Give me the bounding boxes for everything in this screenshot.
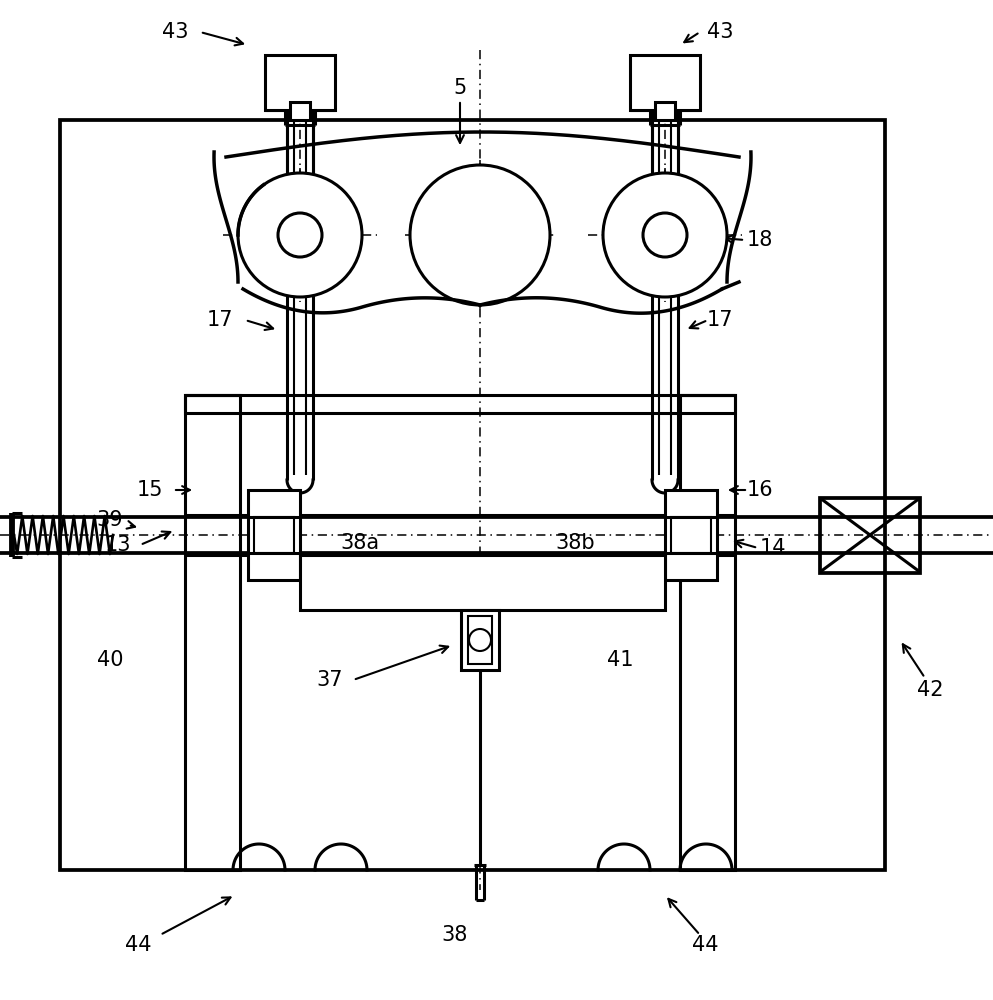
- Bar: [630, 55, 700, 110]
- Circle shape: [603, 173, 727, 297]
- Text: 5: 5: [454, 78, 467, 98]
- Text: 14: 14: [760, 538, 786, 558]
- Text: 16: 16: [747, 480, 774, 500]
- Text: 43: 43: [162, 22, 189, 42]
- Text: 43: 43: [707, 22, 733, 42]
- Bar: [680, 395, 735, 870]
- Bar: [290, 102, 310, 120]
- Circle shape: [410, 165, 550, 305]
- Bar: [185, 395, 735, 413]
- Bar: [671, 517, 711, 553]
- Text: 42: 42: [917, 680, 943, 700]
- Circle shape: [278, 213, 322, 257]
- Text: 44: 44: [125, 935, 151, 955]
- Bar: [655, 102, 675, 120]
- Circle shape: [643, 213, 687, 257]
- Bar: [185, 395, 240, 870]
- Bar: [665, 490, 717, 580]
- Text: 41: 41: [607, 650, 634, 670]
- Circle shape: [238, 173, 362, 297]
- Bar: [468, 616, 492, 664]
- Text: 37: 37: [317, 670, 344, 690]
- Text: 18: 18: [747, 230, 774, 250]
- Text: 17: 17: [707, 310, 733, 330]
- Text: 38: 38: [442, 925, 468, 945]
- Text: 15: 15: [137, 480, 163, 500]
- Bar: [461, 610, 499, 670]
- Bar: [820, 498, 920, 573]
- Text: 40: 40: [96, 650, 123, 670]
- Bar: [300, 555, 665, 610]
- Text: 39: 39: [96, 510, 123, 530]
- Bar: [265, 55, 335, 110]
- Text: 44: 44: [692, 935, 718, 955]
- Text: 38a: 38a: [341, 533, 379, 553]
- Text: 38b: 38b: [555, 533, 595, 553]
- Bar: [60, 120, 885, 870]
- Text: 13: 13: [104, 535, 131, 555]
- Bar: [248, 490, 300, 580]
- Text: 17: 17: [207, 310, 233, 330]
- Bar: [254, 517, 294, 553]
